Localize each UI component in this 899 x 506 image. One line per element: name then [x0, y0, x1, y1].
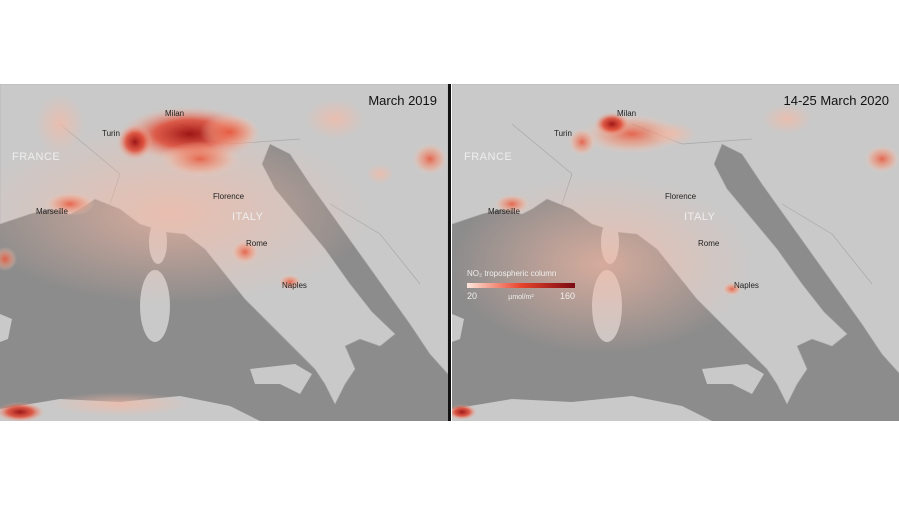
no2-plume — [366, 164, 394, 184]
city-label: Rome — [246, 239, 268, 248]
country-label: ITALY — [232, 211, 264, 223]
city-label: Milan — [165, 109, 184, 118]
no2-plume — [231, 240, 259, 264]
no2-plume — [647, 122, 697, 146]
no2-plume — [200, 114, 260, 150]
no2-plume — [305, 99, 365, 139]
map-panel: 14-25 March 2020 Milan Turin FRANCE Marseill… — [452, 84, 899, 421]
no2-plume — [0, 402, 45, 421]
city-label: Milan — [617, 109, 636, 118]
no2-plume — [35, 94, 85, 154]
panel-title: 14-25 March 2020 — [783, 93, 889, 108]
no2-plume — [412, 143, 448, 175]
color-bar — [467, 283, 575, 288]
no2-plume — [0, 247, 17, 271]
map-panel: March 2019 Milan Turin FRANCE Marseille Flore… — [0, 84, 448, 421]
country-label: FRANCE — [12, 151, 60, 163]
no2-plume — [278, 274, 302, 290]
map-panels: March 2019 Milan Turin FRANCE Marseille Flore… — [0, 84, 899, 421]
city-label: Florence — [665, 192, 697, 201]
no2-plume — [45, 192, 95, 216]
divider — [448, 84, 451, 421]
legend-max: 160 — [560, 291, 575, 301]
country-label: FRANCE — [464, 151, 512, 163]
no2-plume — [494, 194, 530, 214]
no2-plume — [864, 145, 899, 173]
no2-plume — [762, 104, 812, 134]
legend: NO₂ tropospheric column 20 µmol/m² 160 — [467, 269, 575, 301]
city-label: Marseille — [488, 207, 521, 216]
city-label: Florence — [213, 192, 245, 201]
no2-plume — [50, 392, 190, 416]
city-label: Turin — [554, 129, 572, 138]
city-label: Marseille — [36, 207, 69, 216]
no2-plume — [452, 174, 752, 354]
no2-plume — [0, 124, 370, 304]
no2-plume — [160, 141, 240, 177]
panel-title: March 2019 — [368, 93, 437, 108]
no2-plume — [568, 128, 596, 156]
city-label: Naples — [282, 281, 307, 290]
no2-plume — [117, 124, 153, 160]
country-label: ITALY — [684, 211, 716, 223]
city-label: Rome — [698, 239, 720, 248]
no2-plume — [452, 404, 477, 420]
legend-unit: µmol/m² — [508, 294, 534, 301]
no2-plume — [722, 282, 742, 296]
city-label: Naples — [734, 281, 759, 290]
no2-plume — [594, 112, 630, 136]
legend-title: NO₂ tropospheric column — [467, 269, 556, 278]
legend-min: 20 — [467, 291, 477, 301]
city-label: Turin — [102, 129, 120, 138]
